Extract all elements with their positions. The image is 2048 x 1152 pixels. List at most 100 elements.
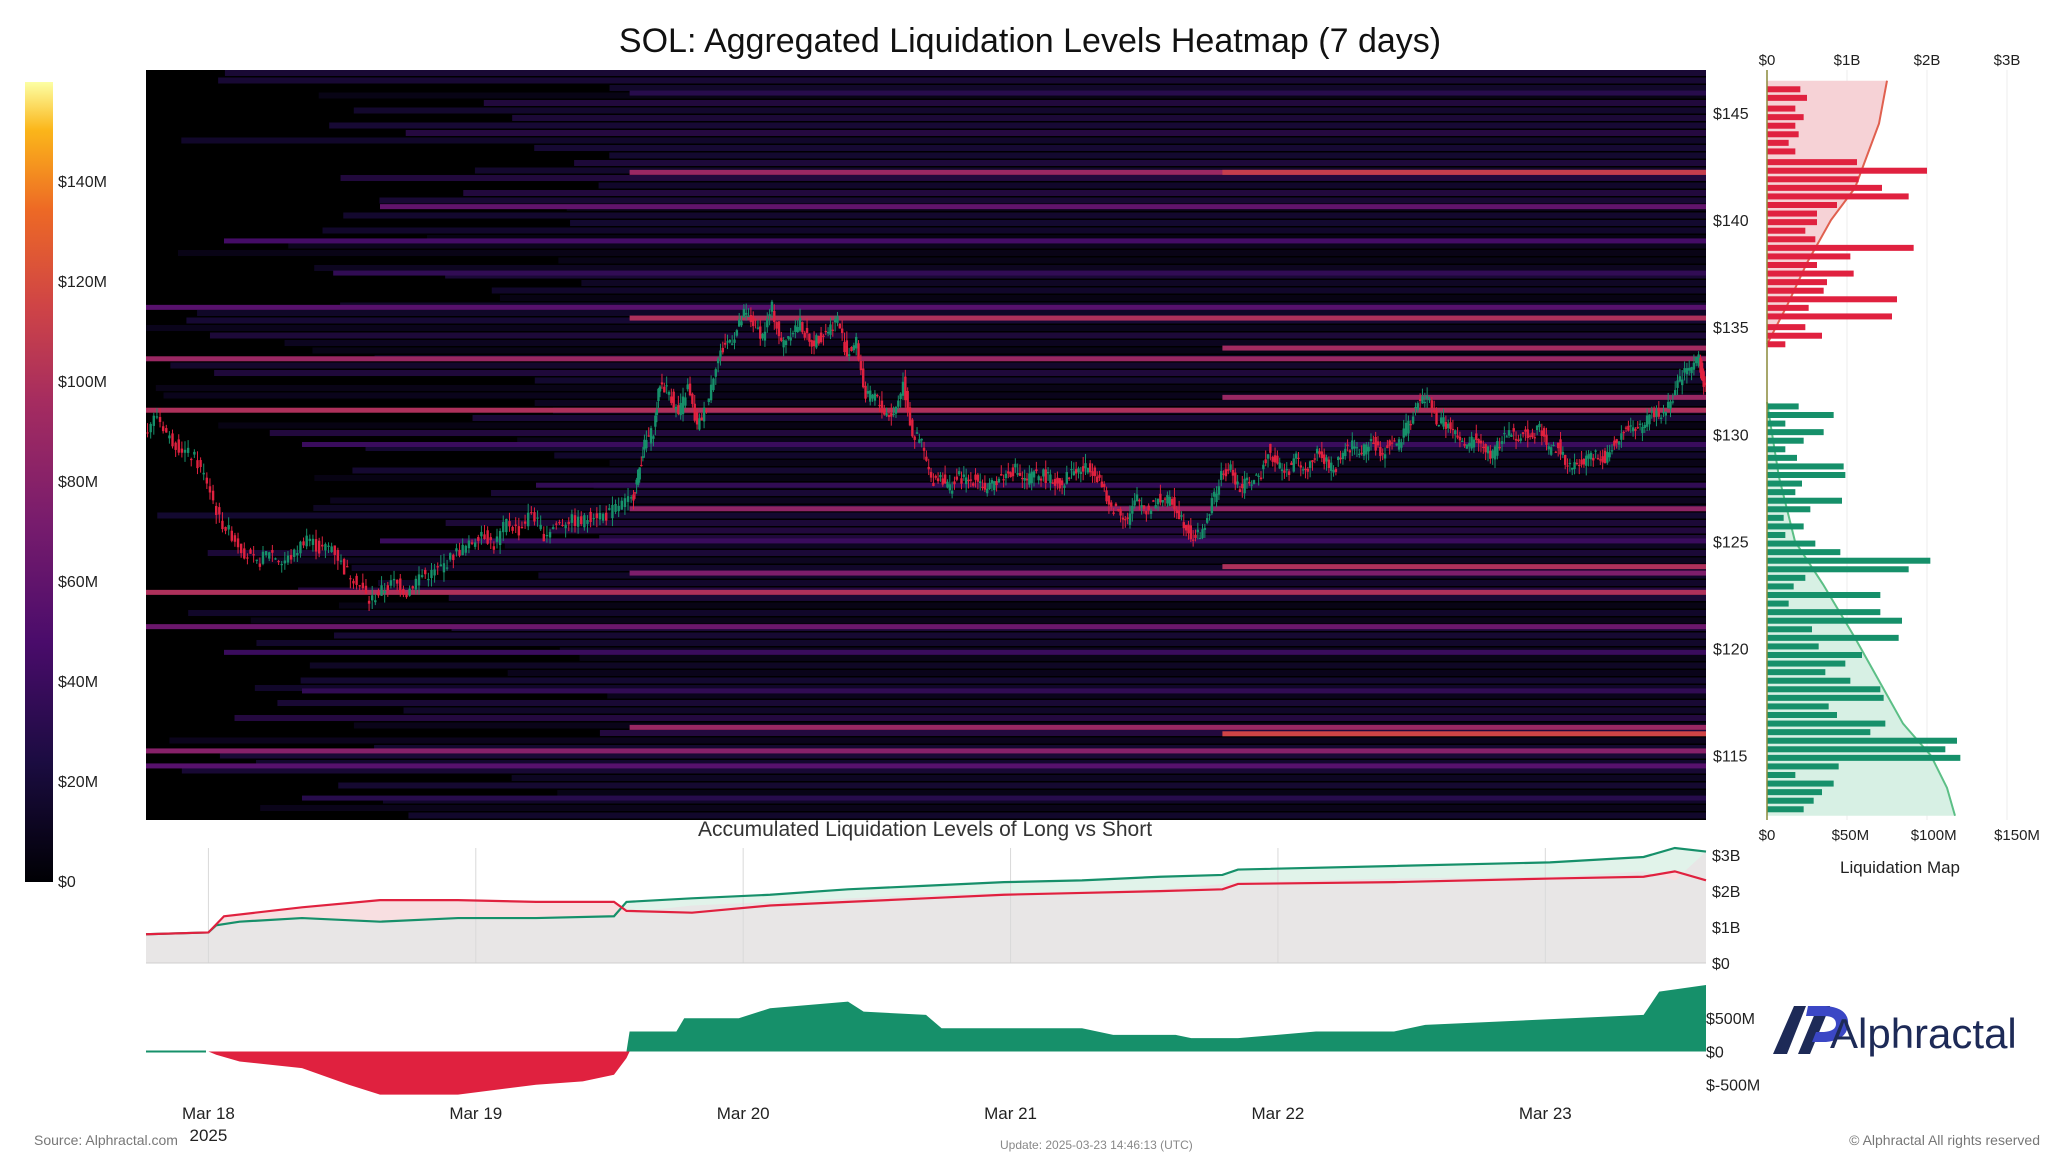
candle-body (1236, 481, 1239, 485)
candle-body (979, 481, 982, 483)
candle-body (815, 335, 818, 348)
candle-body (1096, 476, 1099, 483)
heatmap-row (499, 295, 1706, 301)
candle-body (1493, 446, 1497, 460)
candle-body (1662, 411, 1665, 414)
candle-body (904, 376, 907, 401)
long-liquidation-bar (1767, 617, 1902, 624)
candle-body (530, 512, 533, 514)
candle-body (866, 391, 870, 394)
candle-body (1152, 500, 1155, 502)
candle-body (1603, 450, 1607, 464)
candle-body (723, 342, 727, 345)
heatmap-row (534, 377, 1706, 384)
candle-body (626, 496, 630, 502)
candle-body (152, 415, 155, 426)
short-liquidation-bar (1767, 219, 1817, 226)
candle-body (1203, 527, 1207, 530)
candle-body (1442, 417, 1445, 427)
candle-body (707, 398, 710, 403)
candle-body (1330, 462, 1333, 471)
candle-body (1538, 423, 1541, 428)
candle-body (1531, 432, 1534, 438)
heatmap-row (256, 640, 1706, 646)
candle-body (1571, 467, 1574, 470)
candle-body (601, 513, 605, 521)
candle-body (1007, 471, 1010, 474)
accumulated-tick-label: $1B (1712, 920, 1740, 937)
colorbar-tick-label: $140M (58, 174, 107, 191)
candle-body (1395, 443, 1398, 446)
heatmap-row (256, 760, 1706, 766)
candle-body (1285, 469, 1288, 471)
candle-body (1430, 400, 1434, 409)
candle-body (1210, 498, 1214, 514)
price-tick-label: $120 (1713, 642, 1749, 659)
date-tick-label: Mar 23 (1519, 1104, 1572, 1123)
candle-body (1491, 450, 1494, 459)
candle-body (665, 385, 668, 387)
candle-body (1517, 439, 1520, 442)
candle-body (1624, 427, 1628, 429)
candle-body (1079, 471, 1083, 474)
heatmap-row (163, 392, 1706, 399)
candle-body (536, 517, 539, 519)
candle-body (236, 538, 240, 548)
candle-body (906, 390, 909, 412)
short-liquidation-bar (1767, 86, 1801, 93)
candle-body (199, 460, 202, 467)
candle-body (957, 471, 961, 475)
candle-body (1173, 497, 1176, 510)
candle-body (1222, 473, 1225, 475)
liquidation-map-label: Liquidation Map (1840, 858, 1960, 877)
heatmap-band (380, 204, 1706, 210)
candle-body (1184, 524, 1188, 531)
candle-body (649, 428, 653, 444)
candle-body (392, 578, 396, 581)
candle-body (586, 520, 589, 524)
candle-body (1154, 505, 1157, 509)
candle-body (498, 530, 502, 545)
difference-tick-label: $-500M (1706, 1078, 1760, 1095)
heatmap-row (250, 617, 1706, 624)
candle-body (721, 347, 725, 353)
candle-body (155, 416, 159, 418)
candle-body (452, 554, 455, 561)
candle-body (464, 545, 467, 553)
short-liquidation-bar (1767, 287, 1824, 294)
candle-body (1381, 453, 1384, 455)
candle-body (1449, 422, 1452, 430)
candle-body (1500, 441, 1504, 444)
candle-body (636, 469, 640, 485)
heatmap-row (334, 632, 1706, 639)
candle-body (766, 318, 769, 328)
candle-body (1257, 475, 1260, 478)
candle-body (1468, 443, 1471, 447)
candle-body (580, 516, 583, 525)
candle-body (1229, 464, 1232, 470)
candle-body (1086, 467, 1090, 473)
heatmap-band (302, 795, 1706, 801)
heatmap-row (146, 325, 1706, 331)
candle-body (632, 494, 635, 501)
candle-body (190, 458, 193, 461)
heatmap-row (256, 557, 1706, 564)
long-liquidation-bar (1767, 789, 1822, 796)
candle-body (1472, 439, 1476, 448)
candle-body (780, 337, 783, 341)
candle-body (843, 342, 846, 353)
candle-body (1700, 362, 1704, 381)
candle-body (948, 484, 951, 491)
liquidation-bottom-tick-label: $150M (1994, 827, 2040, 844)
heatmap-row (517, 437, 1706, 444)
candle-body (1093, 467, 1097, 477)
long-liquidation-bar (1767, 472, 1846, 478)
candle-body (1327, 459, 1331, 468)
price-tick-label: $125 (1713, 534, 1749, 551)
long-liquidation-bar (1767, 514, 1784, 521)
candle-body (1594, 450, 1597, 452)
candle-body (1318, 451, 1321, 455)
candle-body (1582, 458, 1586, 465)
candle-body (869, 390, 872, 402)
long-liquidation-bar (1767, 506, 1811, 513)
